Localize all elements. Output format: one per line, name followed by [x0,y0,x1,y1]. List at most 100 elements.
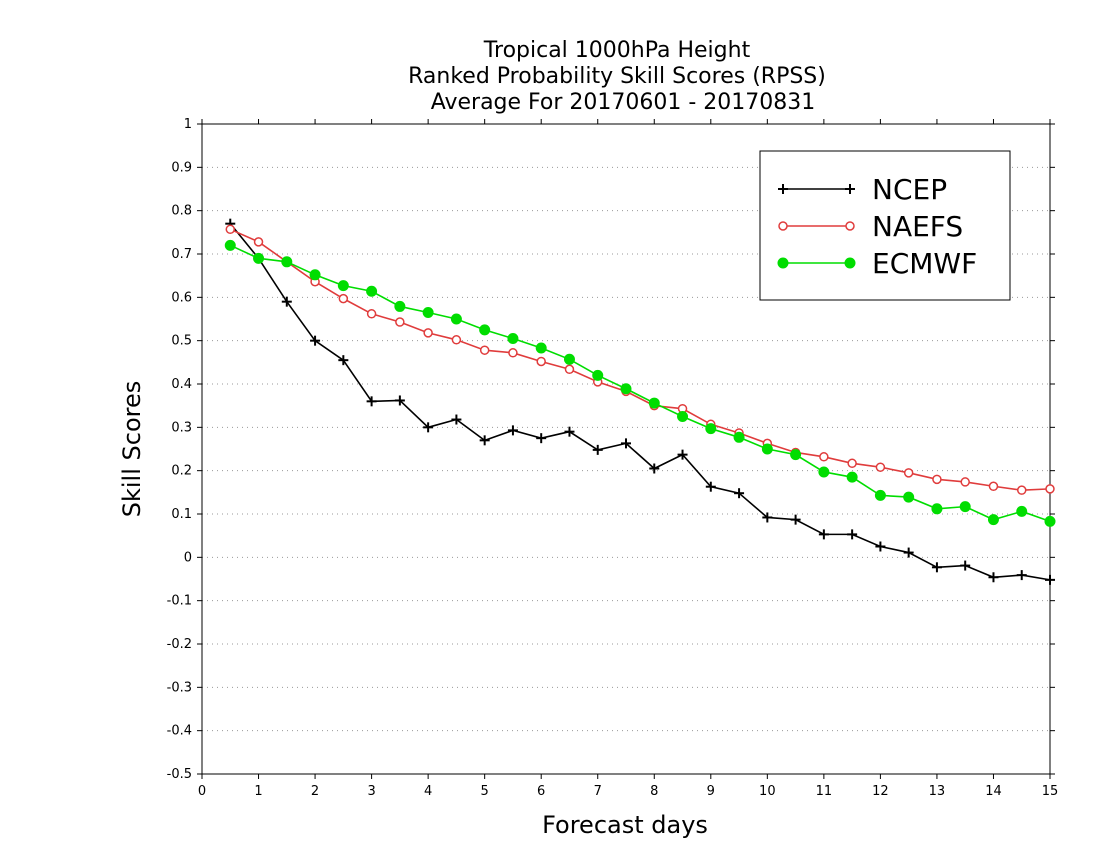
y-tick-label: -0.4 [167,724,192,739]
data-point-ecmwf [733,431,745,443]
y-tick-label: 0 [184,550,192,565]
data-point-ecmwf [592,369,604,381]
data-point-ecmwf [790,449,802,461]
y-tick-label: -0.1 [167,594,192,609]
legend: NCEP NAEFS ECMWF [759,150,1011,301]
data-point-ncep [621,438,631,449]
data-point-naefs [423,328,433,338]
data-point-naefs [903,468,914,478]
data-point-ncep [564,426,575,437]
data-point-ncep [847,529,858,540]
data-point-ncep [479,435,490,446]
legend-entry-naefs: NAEFS [778,210,963,243]
data-point-naefs [253,237,264,247]
data-point-ncep [281,296,292,307]
legend-marker-naefs [778,221,788,231]
data-point-naefs [988,481,999,492]
y-tick-label: 0.8 [171,204,192,219]
data-point-ecmwf [987,514,999,526]
data-point-ncep [366,396,377,407]
x-tick-label: 10 [759,784,776,799]
data-point-naefs [1045,484,1055,494]
x-tick-label: 11 [816,784,833,799]
x-axis: 0 1 2 3 4 5 6 7 8 9 10 11 12 13 14 15 [198,119,1058,799]
data-point-naefs [225,224,236,235]
data-point-ecmwf [874,489,886,501]
data-point-ecmwf [903,491,915,503]
x-tick-label: 1 [254,784,262,799]
y-tick-label: 0.5 [171,334,192,349]
data-point-naefs [451,335,462,345]
data-point-naefs [847,458,857,469]
data-point-ecmwf [450,313,462,325]
legend-label-naefs: NAEFS [872,210,963,243]
x-tick-label: 4 [424,784,432,799]
legend-marker-ecmwf [844,257,856,269]
data-point-naefs [508,348,518,358]
data-point-ecmwf [705,423,717,435]
data-point-ecmwf [563,353,575,365]
data-point-ecmwf [1016,505,1028,517]
y-tick-label: 0.4 [171,377,192,392]
data-point-naefs [1016,485,1027,495]
legend-marker-ecmwf [777,257,789,269]
data-point-ncep [451,414,462,425]
data-point-ncep [790,514,801,525]
series-line-naefs [229,228,1051,491]
data-point-ecmwf [846,471,858,483]
data-point-naefs [366,309,377,319]
data-point-ecmwf [818,466,830,478]
data-point-ncep [310,335,321,346]
y-tick-label: 0.1 [171,507,192,522]
title-line-1: Tropical 1000hPa Height [483,38,751,63]
data-point-ncep [1016,570,1027,581]
y-tick-label: -0.2 [167,637,192,652]
x-tick-label: 6 [537,784,545,799]
data-point-naefs [932,474,942,485]
x-tick-label: 15 [1042,784,1059,799]
data-point-ecmwf [620,383,632,395]
legend-entry-ecmwf: ECMWF [777,247,977,280]
data-point-ncep [394,395,405,406]
legend-label-ncep: NCEP [872,173,947,206]
x-tick-label: 3 [367,784,375,799]
x-tick-label: 2 [311,784,319,799]
data-point-ncep [536,433,547,444]
x-axis-label: Forecast days [542,811,708,839]
series-ncep [225,218,1055,585]
x-tick-label: 14 [985,784,1002,799]
y-tick-label: -0.3 [167,680,192,695]
legend-entry-ncep: NCEP [778,173,947,206]
y-tick-label: 0.6 [171,290,192,305]
series-ecmwf [224,239,1056,527]
x-tick-label: 9 [707,784,715,799]
y-tick-label: 0.7 [171,247,192,262]
data-point-naefs [536,356,546,367]
data-point-ecmwf [422,307,434,318]
data-point-ncep [903,547,914,558]
data-point-ncep [960,560,971,571]
y-tick-label: 0.9 [171,160,192,175]
legend-marker-ncep [845,184,855,194]
y-tick-label: 0.2 [171,464,192,479]
data-point-ecmwf [648,397,660,409]
x-tick-label: 13 [929,784,946,799]
data-point-ncep [338,355,349,366]
y-tick-label: 1 [184,117,192,132]
data-point-ncep [818,529,829,540]
data-point-ecmwf [959,501,971,513]
data-point-naefs [960,477,970,487]
data-point-ecmwf [931,503,943,515]
data-point-naefs [338,293,349,304]
title-line-2: Ranked Probability Skill Scores (RPSS) [408,64,826,89]
data-point-ecmwf [535,342,547,354]
data-point-naefs [875,462,886,472]
data-point-ncep [677,449,688,460]
data-point-ncep [875,541,886,552]
series-line-ncep [229,223,1051,581]
data-point-ncep [988,572,999,583]
legend-marker-ncep [778,184,788,194]
data-point-ecmwf [677,411,689,422]
data-point-ncep [734,488,745,499]
